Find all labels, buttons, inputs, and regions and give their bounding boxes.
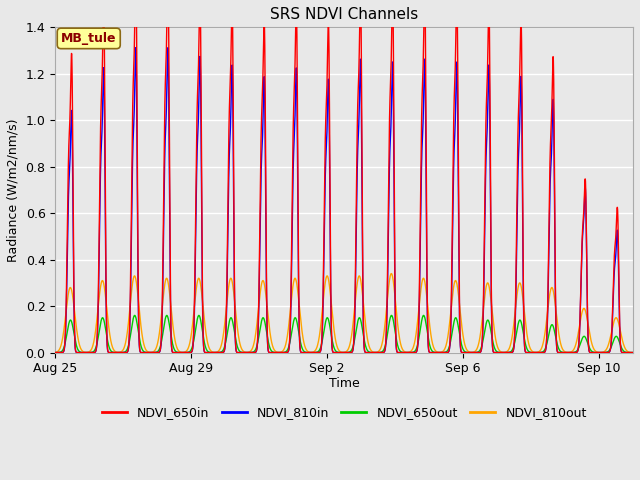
NDVI_810in <box>530 349 538 355</box>
NDVI_810out <box>351 305 358 311</box>
NDVI_650out <box>566 349 573 355</box>
NDVI_810in <box>566 349 573 355</box>
NDVI_650in <box>629 349 637 355</box>
NDVI_810in <box>394 349 402 355</box>
Line: NDVI_810in: NDVI_810in <box>55 48 633 352</box>
NDVI_650out <box>629 349 637 355</box>
NDVI_650out <box>530 349 538 355</box>
NDVI_810out <box>388 271 396 276</box>
NDVI_810out <box>629 349 637 355</box>
NDVI_650out <box>394 344 402 350</box>
NDVI_810out <box>593 349 601 355</box>
NDVI_650in <box>394 349 402 355</box>
NDVI_810in <box>629 349 637 355</box>
NDVI_650out <box>51 349 59 355</box>
NDVI_650in <box>51 349 59 355</box>
Text: MB_tule: MB_tule <box>61 32 116 45</box>
NDVI_810in <box>132 45 140 50</box>
Y-axis label: Radiance (W/m2/nm/s): Radiance (W/m2/nm/s) <box>7 118 20 262</box>
X-axis label: Time: Time <box>329 377 360 390</box>
NDVI_810out <box>566 349 573 355</box>
NDVI_810out <box>530 349 538 355</box>
NDVI_650out <box>447 339 454 345</box>
NDVI_650in <box>530 349 538 355</box>
Line: NDVI_650in: NDVI_650in <box>55 0 633 352</box>
NDVI_650out <box>351 336 358 341</box>
NDVI_650in <box>566 349 573 355</box>
NDVI_650out <box>195 312 203 318</box>
NDVI_650out <box>593 349 601 355</box>
NDVI_810in <box>51 349 59 355</box>
NDVI_810in <box>593 349 601 355</box>
NDVI_650in <box>447 332 454 338</box>
Line: NDVI_810out: NDVI_810out <box>55 274 633 352</box>
Line: NDVI_650out: NDVI_650out <box>55 315 633 352</box>
Legend: NDVI_650in, NDVI_810in, NDVI_650out, NDVI_810out: NDVI_650in, NDVI_810in, NDVI_650out, NDV… <box>97 401 591 424</box>
NDVI_650in <box>351 304 358 310</box>
NDVI_650in <box>593 349 601 355</box>
NDVI_810out <box>447 313 454 319</box>
NDVI_810in <box>351 312 358 318</box>
NDVI_810out <box>394 326 402 332</box>
NDVI_810in <box>447 336 454 341</box>
NDVI_810out <box>51 349 59 355</box>
Title: SRS NDVI Channels: SRS NDVI Channels <box>270 7 419 22</box>
